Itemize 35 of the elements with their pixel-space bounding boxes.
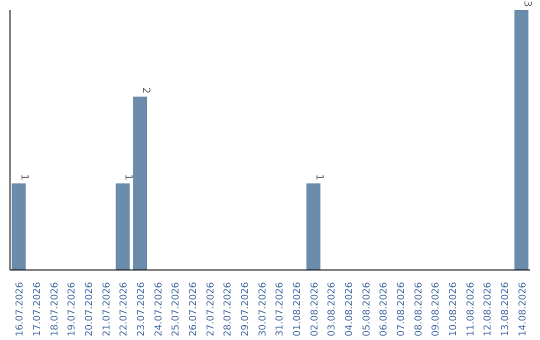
x-tick-label: 01.08.2026: [292, 282, 303, 336]
x-tick-label: 13.08.2026: [500, 282, 511, 336]
x-tick-label: 19.07.2026: [66, 282, 78, 336]
x-tick-label: 09.08.2026: [430, 282, 442, 336]
data-label: 2: [140, 87, 152, 94]
x-tick-label: 07.08.2026: [396, 282, 407, 336]
x-tick-label: 31.07.2026: [274, 282, 286, 336]
x-tick-label: 21.07.2026: [101, 282, 112, 336]
x-tick-label: 12.08.2026: [482, 282, 494, 336]
x-tick-label: 05.08.2026: [361, 282, 372, 336]
x-tick-label: 25.07.2026: [170, 282, 182, 336]
x-tick-label: 18.07.2026: [49, 282, 60, 336]
x-tick-label: 02.08.2026: [309, 282, 320, 336]
x-tick-label: 03.08.2026: [326, 282, 338, 336]
x-tick-label: 30.07.2026: [257, 282, 268, 336]
data-label: 1: [18, 174, 30, 180]
x-tick-label: 23.07.2026: [136, 282, 147, 336]
data-label: 1: [122, 174, 134, 180]
x-tick-label: 27.07.2026: [205, 282, 216, 336]
data-label: 1: [313, 174, 324, 180]
x-tick-label: 08.08.2026: [413, 282, 424, 336]
x-tick-label: 28.07.2026: [222, 282, 234, 336]
x-tick-label: 16.07.2026: [14, 282, 26, 336]
x-tick-label: 10.08.2026: [448, 282, 459, 336]
x-tick-label: 22.07.2026: [118, 282, 130, 336]
x-tick-label: 14.08.2026: [517, 282, 528, 336]
x-tick-label: 24.07.2026: [153, 282, 164, 336]
x-tick-label: 20.07.2026: [84, 282, 95, 336]
x-tick-label: 17.07.2026: [32, 282, 43, 336]
x-tick-label: 06.08.2026: [378, 282, 390, 336]
x-tick-label: 26.07.2026: [188, 282, 199, 336]
data-label: 3: [521, 0, 532, 7]
x-tick-label: 04.08.2026: [344, 282, 355, 336]
x-tick-label: 11.08.2026: [465, 282, 476, 336]
x-tick-label: 29.07.2026: [240, 282, 251, 336]
